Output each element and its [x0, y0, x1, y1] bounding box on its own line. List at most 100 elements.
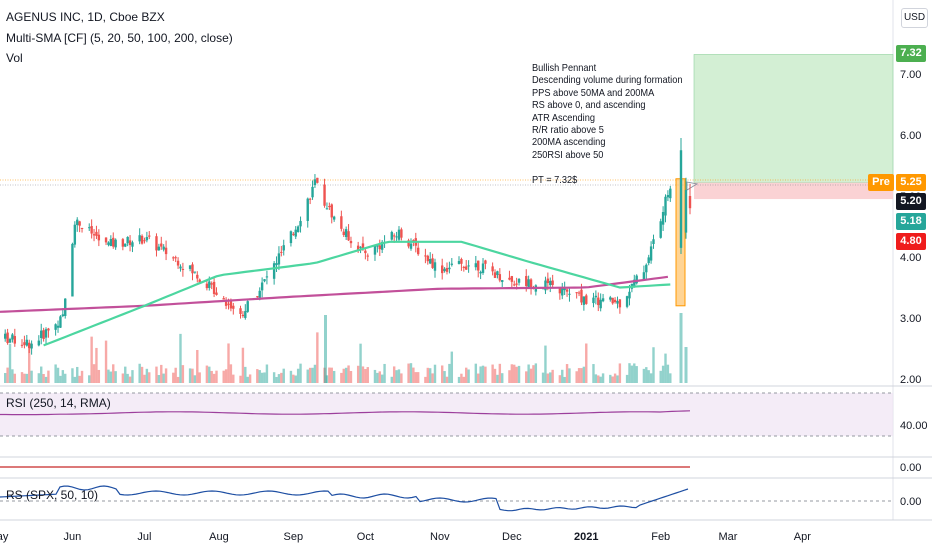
volume-bar — [515, 366, 518, 383]
volume-bar — [313, 364, 317, 383]
price-tick-label: 3.00 — [900, 313, 921, 325]
candle-body — [599, 299, 602, 309]
volume-bar — [580, 368, 583, 383]
candle-body — [462, 266, 466, 268]
target-price-label: 7.32 — [896, 45, 926, 62]
candle-body — [20, 344, 24, 346]
time-axis[interactable]: May Jun Jul Aug Sep Oct Nov Dec 2021 Feb Mar Apr — [0, 531, 811, 543]
candle-body — [64, 298, 67, 316]
candle-body — [628, 291, 631, 299]
volume-bar — [258, 370, 261, 383]
volume-bar — [395, 370, 398, 383]
volume-bar — [661, 365, 665, 383]
time-axis-label: Jun — [64, 531, 82, 543]
volume-bar — [160, 364, 163, 383]
annotation-line: Bullish Pennant — [532, 62, 597, 74]
trade-annotation: Bullish Pennant Descending volume during… — [532, 62, 703, 186]
candle-body — [239, 308, 242, 314]
volume-bar — [601, 373, 605, 383]
volume-bar — [260, 372, 264, 383]
volume-bar — [256, 369, 259, 383]
candle-body — [272, 263, 276, 279]
candle-body — [145, 237, 149, 241]
candle-body — [647, 257, 650, 264]
volume-bar — [172, 372, 175, 383]
candle-body — [155, 236, 158, 251]
symbol-legend[interactable]: AGENUS INC, 1D, Cboe BZX — [6, 10, 165, 24]
volume-bar — [265, 364, 269, 383]
volume-bar — [618, 363, 622, 383]
volume-bar — [272, 372, 276, 383]
volume-bar — [11, 369, 14, 383]
candle-body — [549, 280, 552, 286]
candle-body — [688, 196, 692, 209]
candle-body — [196, 274, 199, 279]
candle-body — [241, 314, 245, 317]
volume-bar — [448, 363, 451, 383]
volume-bar — [232, 374, 235, 383]
candle-body — [44, 329, 48, 338]
volume-bar — [652, 347, 655, 383]
volume-bar — [373, 369, 377, 383]
volume-bar — [669, 373, 672, 383]
volume-bar — [457, 376, 461, 383]
price-tick-label: 4.00 — [900, 252, 921, 264]
volume-bar — [248, 374, 252, 383]
volume-bar — [541, 372, 545, 383]
rsi-pane-label[interactable]: RSI (250, 14, RMA) — [6, 396, 111, 410]
candle-body — [563, 288, 566, 291]
candle-body — [582, 296, 586, 305]
candle-body — [229, 300, 233, 309]
sma-legend[interactable]: Multi-SMA [CF] (5, 20, 50, 100, 200, clo… — [6, 31, 233, 45]
volume-bar — [496, 374, 499, 383]
volume-bar — [498, 363, 502, 383]
volume-bars — [4, 313, 688, 383]
candle-body — [361, 243, 365, 250]
rs-pane-label[interactable]: RS (SPX, 50, 10) — [6, 488, 99, 502]
volume-bar — [412, 367, 415, 383]
candle-body — [575, 292, 578, 294]
candle-body — [450, 263, 454, 265]
candle-body — [71, 243, 74, 297]
volume-bar — [162, 373, 165, 383]
candle-body — [407, 240, 410, 247]
volume-bar — [6, 367, 9, 383]
volume-bar — [433, 364, 437, 383]
candle-body — [496, 271, 499, 275]
candle-body — [493, 272, 497, 278]
candle-body — [164, 247, 168, 255]
volume-bar — [577, 368, 581, 383]
volume-bar — [126, 373, 129, 383]
candle-body — [109, 238, 113, 246]
volume-bar — [356, 365, 360, 383]
candle-body — [684, 189, 688, 233]
candle-body — [277, 253, 281, 265]
volume-legend[interactable]: Vol — [6, 51, 23, 65]
candle-body — [380, 241, 384, 250]
volume-bar — [121, 373, 125, 383]
annotation-line: PT = 7.32$ — [532, 173, 578, 186]
volume-bar — [71, 368, 74, 383]
candle-body — [212, 281, 216, 294]
volume-bar — [241, 347, 245, 383]
candle-body — [412, 240, 415, 242]
volume-bar — [88, 375, 91, 383]
currency-button[interactable]: USD — [901, 8, 928, 28]
volume-bar — [597, 375, 600, 383]
volume-bar — [568, 368, 571, 383]
time-axis-label: Sep — [284, 531, 304, 543]
candle-body — [395, 236, 398, 238]
annotation-line: 250RSI above 50 — [532, 148, 604, 161]
candle-body — [8, 339, 12, 343]
volume-bar — [308, 367, 312, 383]
candle-body — [594, 295, 598, 298]
candle-body — [313, 179, 317, 186]
volume-bar — [97, 369, 101, 383]
candle-body — [659, 221, 662, 238]
candle-body — [260, 282, 264, 291]
candle-body — [431, 258, 434, 268]
candle-body — [597, 297, 600, 306]
volume-bar — [364, 369, 367, 383]
volume-bar — [107, 369, 110, 383]
